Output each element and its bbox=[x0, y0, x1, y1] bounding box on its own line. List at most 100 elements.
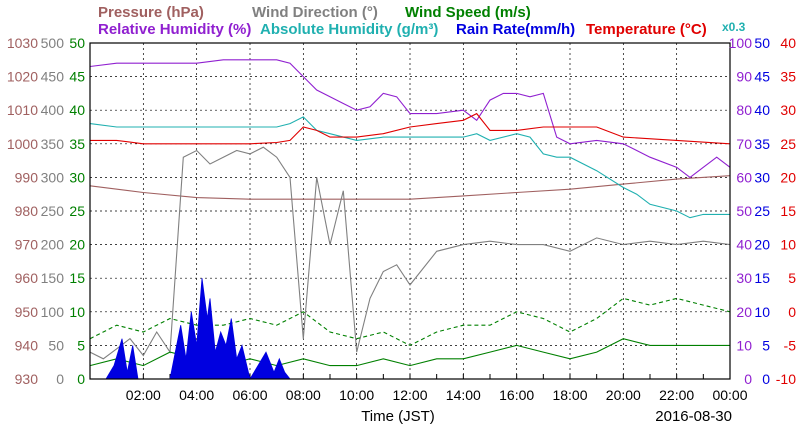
x-axis-ticks: 02:00 04:00 06:00 08:00 10:00 12:00 14:00 16:00… bbox=[126, 387, 748, 403]
tick-humidity: 0 bbox=[744, 371, 752, 387]
tick-rain-rate: 0 bbox=[762, 371, 770, 387]
legend-relative-humidity: Relative Humidity (%) bbox=[98, 21, 251, 38]
legend-wind-direction: Wind Direction (°) bbox=[252, 4, 378, 21]
tick-wind-speed: 20 bbox=[69, 237, 85, 253]
x-tick-label: 10:00 bbox=[339, 387, 374, 403]
tick-wind-speed: 30 bbox=[69, 169, 85, 185]
tick-temperature: 15 bbox=[780, 203, 796, 219]
tick-rain-rate: 10 bbox=[754, 304, 770, 320]
x-tick-label: 14:00 bbox=[446, 387, 481, 403]
left-axes: 9309409509609709809901000101010201030050… bbox=[7, 35, 85, 387]
tick-rain-rate: 30 bbox=[754, 169, 770, 185]
legend-wind-speed: Wind Speed (m/s) bbox=[405, 4, 531, 21]
plot-area bbox=[89, 42, 731, 381]
tick-humidity: 60 bbox=[736, 169, 752, 185]
tick-wind-speed: 15 bbox=[69, 270, 85, 286]
plot-frame bbox=[89, 42, 731, 380]
tick-pressure: 980 bbox=[15, 203, 39, 219]
x-tick-label: 04:00 bbox=[179, 387, 214, 403]
tick-humidity: 50 bbox=[736, 203, 752, 219]
tick-wind-direction: 200 bbox=[41, 237, 65, 253]
tick-wind-speed: 40 bbox=[69, 102, 85, 118]
x-tick-label: 12:00 bbox=[392, 387, 427, 403]
legend-pressure: Pressure (hPa) bbox=[98, 4, 204, 21]
tick-wind-speed: 35 bbox=[69, 136, 85, 152]
tick-temperature: 5 bbox=[788, 270, 796, 286]
tick-wind-speed: 10 bbox=[69, 304, 85, 320]
tick-humidity: 10 bbox=[736, 337, 752, 353]
tick-wind-speed: 50 bbox=[69, 35, 85, 51]
tick-temperature: 35 bbox=[780, 69, 796, 85]
x-tick-label: 20:00 bbox=[606, 387, 641, 403]
tick-rain-rate: 15 bbox=[754, 270, 770, 286]
tick-temperature: 25 bbox=[780, 136, 796, 152]
tick-rain-rate: 20 bbox=[754, 237, 770, 253]
tick-rain-rate: 35 bbox=[754, 136, 770, 152]
tick-humidity: 80 bbox=[736, 102, 752, 118]
tick-humidity: 20 bbox=[736, 304, 752, 320]
tick-pressure: 930 bbox=[15, 371, 39, 387]
legend-rain-rate: Rain Rate(mm/h) bbox=[456, 21, 575, 38]
tick-rain-rate: 40 bbox=[754, 102, 770, 118]
tick-wind-direction: 0 bbox=[56, 371, 64, 387]
series-pressure-hpa bbox=[89, 175, 731, 200]
tick-temperature: 20 bbox=[780, 169, 796, 185]
tick-temperature: 10 bbox=[780, 237, 796, 253]
tick-wind-direction: 250 bbox=[41, 203, 65, 219]
tick-humidity: 40 bbox=[736, 237, 752, 253]
rain-scale-note: x0.3 bbox=[722, 20, 746, 34]
tick-temperature: 30 bbox=[780, 102, 796, 118]
x-tick-label: 16:00 bbox=[499, 387, 534, 403]
series-relative-humidity bbox=[89, 59, 731, 179]
series-rain-rate-mm-h bbox=[90, 278, 291, 381]
tick-temperature: 0 bbox=[788, 304, 796, 320]
tick-temperature: 40 bbox=[780, 35, 796, 51]
tick-temperature: -10 bbox=[776, 371, 796, 387]
tick-rain-rate: 45 bbox=[754, 69, 770, 85]
tick-wind-direction: 50 bbox=[48, 337, 64, 353]
tick-wind-direction: 300 bbox=[41, 169, 65, 185]
right-axes: 0102030405060708090100051015202530354045… bbox=[729, 35, 797, 387]
tick-humidity: 70 bbox=[736, 136, 752, 152]
tick-wind-direction: 500 bbox=[41, 35, 65, 51]
tick-wind-direction: 100 bbox=[41, 304, 65, 320]
series-wind-speed-gust-m-s bbox=[89, 297, 731, 347]
legend-absolute-humidity: Absolute Humidity (g/m³) bbox=[260, 21, 438, 38]
tick-wind-speed: 5 bbox=[77, 337, 85, 353]
tick-pressure: 1030 bbox=[7, 35, 38, 51]
series-absolute-humidity-g-m bbox=[89, 116, 730, 219]
tick-pressure: 960 bbox=[15, 270, 39, 286]
tick-temperature: -5 bbox=[784, 337, 797, 353]
date-label: 2016-08-30 bbox=[655, 408, 732, 425]
x-tick-label: 00:00 bbox=[712, 387, 747, 403]
tick-pressure: 1000 bbox=[7, 136, 38, 152]
x-tick-label: 02:00 bbox=[126, 387, 161, 403]
x-tick-label: 06:00 bbox=[232, 387, 267, 403]
tick-wind-speed: 45 bbox=[69, 69, 85, 85]
tick-pressure: 970 bbox=[15, 237, 39, 253]
tick-humidity: 100 bbox=[729, 35, 753, 51]
tick-pressure: 1010 bbox=[7, 102, 38, 118]
tick-wind-speed: 25 bbox=[69, 203, 85, 219]
x-tick-label: 22:00 bbox=[659, 387, 694, 403]
x-axis-label: Time (JST) bbox=[361, 408, 435, 425]
x-tick-label: 18:00 bbox=[552, 387, 587, 403]
tick-wind-direction: 400 bbox=[41, 102, 65, 118]
tick-pressure: 990 bbox=[15, 169, 39, 185]
tick-wind-direction: 450 bbox=[41, 69, 65, 85]
tick-pressure: 950 bbox=[15, 304, 39, 320]
legend-temperature: Temperature (°C) bbox=[586, 21, 707, 38]
tick-rain-rate: 25 bbox=[754, 203, 770, 219]
tick-wind-direction: 150 bbox=[41, 270, 65, 286]
series-temperature-c bbox=[90, 112, 731, 145]
tick-rain-rate: 50 bbox=[754, 35, 770, 51]
x-tick-label: 08:00 bbox=[286, 387, 321, 403]
tick-humidity: 30 bbox=[736, 270, 752, 286]
tick-wind-direction: 350 bbox=[41, 136, 65, 152]
tick-wind-speed: 0 bbox=[77, 371, 85, 387]
tick-rain-rate: 5 bbox=[762, 337, 770, 353]
tick-pressure: 940 bbox=[15, 337, 39, 353]
tick-pressure: 1020 bbox=[7, 69, 38, 85]
tick-humidity: 90 bbox=[736, 69, 752, 85]
